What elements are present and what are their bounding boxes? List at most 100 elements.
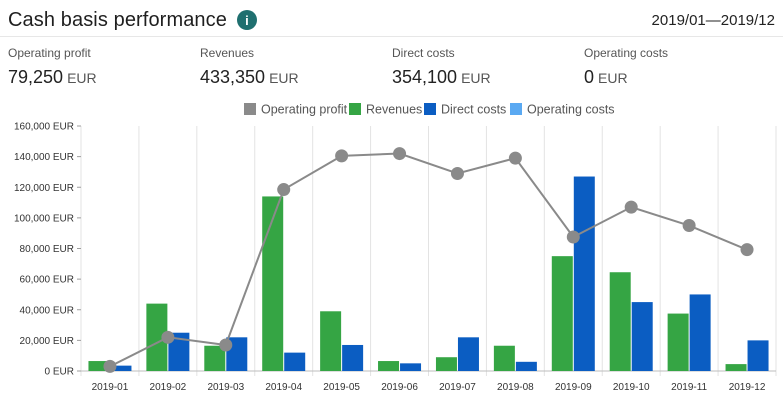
- bar-direct-costs[interactable]: [631, 302, 653, 371]
- bar-direct-costs[interactable]: [689, 294, 711, 371]
- x-tick-label: 2019-01: [92, 382, 129, 393]
- metric-operating-costs: Operating costs 0 EUR: [584, 46, 668, 88]
- bar-direct-costs[interactable]: [747, 340, 769, 371]
- operating-profit-point[interactable]: [219, 338, 233, 352]
- operating-profit-point[interactable]: [393, 147, 407, 161]
- x-tick-label: 2019-06: [381, 382, 418, 393]
- x-tick-label: 2019-03: [207, 382, 244, 393]
- x-tick-label: 2019-08: [497, 382, 534, 393]
- bar-direct-costs[interactable]: [168, 332, 190, 371]
- metric-label: Revenues: [200, 46, 255, 60]
- operating-profit-point[interactable]: [161, 330, 175, 344]
- metric-unit: EUR: [461, 70, 491, 86]
- bar-revenues[interactable]: [320, 311, 342, 371]
- x-tick-label: 2019-02: [150, 382, 187, 393]
- operating-profit-line: [109, 152, 748, 368]
- metric-value-line: 433,350 EUR: [200, 67, 299, 88]
- x-tick-label: 2019-12: [729, 382, 766, 393]
- bar-direct-costs[interactable]: [110, 365, 132, 371]
- x-tick-label: 2019-04: [265, 382, 302, 393]
- metric-value-line: 79,250 EUR: [8, 67, 97, 88]
- metric-direct-costs: Direct costs 354,100 EUR: [392, 46, 491, 88]
- bar-revenues[interactable]: [88, 361, 110, 371]
- info-icon[interactable]: i: [236, 10, 257, 30]
- bar-revenues[interactable]: [204, 345, 226, 371]
- bar-direct-costs[interactable]: [573, 176, 595, 371]
- x-tick-label: 2019-09: [555, 382, 592, 393]
- operating-profit-point[interactable]: [624, 200, 638, 214]
- metric-label: Operating profit: [8, 46, 91, 60]
- y-axis: 0 EUR 20,000 EUR 40,000 EUR 60,000 EUR 80,00…: [14, 122, 81, 378]
- metric-unit: EUR: [67, 70, 97, 86]
- metric-unit: EUR: [598, 70, 628, 86]
- bar-direct-costs[interactable]: [400, 363, 422, 371]
- legend-label[interactable]: Direct costs: [441, 103, 506, 117]
- bar-direct-costs[interactable]: [284, 352, 306, 371]
- metrics-row: Operating profit 79,250 EUR Revenues 433,…: [8, 46, 778, 90]
- legend-label[interactable]: Revenues: [366, 103, 422, 117]
- metric-value: 79,250: [8, 67, 64, 87]
- x-tick-label: 2019-11: [671, 382, 707, 393]
- bar-direct-costs[interactable]: [457, 337, 479, 371]
- metric-label: Direct costs: [392, 46, 455, 60]
- y-tick-label: 80,000 EUR: [20, 244, 74, 255]
- chart-grid: [80, 126, 777, 376]
- y-tick-label: 160,000 EUR: [14, 122, 74, 133]
- bar-series: [88, 176, 769, 371]
- legend-label[interactable]: Operating costs: [527, 103, 615, 117]
- bar-revenues[interactable]: [493, 345, 515, 371]
- legend-swatch[interactable]: [244, 103, 256, 115]
- legend-swatch[interactable]: [510, 103, 522, 115]
- operating-profit-point[interactable]: [508, 151, 522, 165]
- widget-title: Cash basis performance: [8, 8, 227, 31]
- bar-revenues[interactable]: [667, 313, 689, 371]
- metric-value: 0: [584, 67, 595, 87]
- widget-header: Cash basis performance i 2019/01—2019/12: [8, 6, 775, 34]
- bar-revenues[interactable]: [609, 272, 631, 371]
- y-tick-label: 100,000 EUR: [14, 213, 74, 224]
- operating-profit-point[interactable]: [277, 183, 291, 197]
- x-tick-label: 2019-05: [323, 382, 360, 393]
- bar-revenues[interactable]: [435, 357, 457, 371]
- operating-profit-point[interactable]: [335, 149, 349, 163]
- operating-profit-point[interactable]: [566, 230, 580, 244]
- bar-revenues[interactable]: [262, 196, 284, 371]
- x-tick-label: 2019-10: [613, 382, 650, 393]
- bar-direct-costs[interactable]: [515, 361, 537, 371]
- legend-swatch[interactable]: [424, 103, 436, 115]
- bar-revenues[interactable]: [146, 303, 168, 371]
- performance-chart: Operating profit Revenues Direct costs Oper…: [14, 103, 777, 393]
- line-series: [103, 147, 754, 373]
- operating-profit-point[interactable]: [682, 219, 696, 233]
- y-tick-label: 0 EUR: [45, 367, 74, 378]
- metric-operating-profit: Operating profit 79,250 EUR: [8, 46, 97, 88]
- legend-swatch[interactable]: [349, 103, 361, 115]
- bar-direct-costs[interactable]: [342, 344, 364, 371]
- x-axis: 2019-01 2019-02 2019-03 2019-04 2019-05 2019-…: [92, 382, 766, 393]
- metric-value-line: 354,100 EUR: [392, 67, 491, 88]
- metric-revenues: Revenues 433,350 EUR: [200, 46, 299, 88]
- operating-profit-point[interactable]: [740, 243, 754, 257]
- metric-unit: EUR: [269, 70, 299, 86]
- x-tick-label: 2019-07: [439, 382, 476, 393]
- legend-label[interactable]: Operating profit: [261, 103, 348, 117]
- y-tick-label: 20,000 EUR: [20, 336, 74, 347]
- y-tick-label: 140,000 EUR: [14, 152, 74, 163]
- y-tick-label: 120,000 EUR: [14, 183, 74, 194]
- title-group: Cash basis performance i: [8, 9, 257, 32]
- bar-revenues[interactable]: [378, 361, 400, 371]
- operating-profit-point[interactable]: [450, 166, 464, 180]
- header-divider: [0, 36, 783, 37]
- period-range[interactable]: 2019/01—2019/12: [651, 11, 775, 29]
- y-tick-label: 60,000 EUR: [20, 275, 74, 286]
- operating-profit-point[interactable]: [103, 359, 117, 373]
- y-tick-label: 40,000 EUR: [20, 305, 74, 316]
- metric-value: 433,350: [200, 67, 266, 87]
- metric-value: 354,100: [392, 67, 458, 87]
- bar-revenues[interactable]: [725, 364, 747, 371]
- metric-label: Operating costs: [584, 46, 669, 60]
- metric-value-line: 0 EUR: [584, 67, 668, 88]
- bar-revenues[interactable]: [551, 256, 573, 371]
- chart-legend: Operating profit Revenues Direct costs Oper…: [244, 103, 615, 117]
